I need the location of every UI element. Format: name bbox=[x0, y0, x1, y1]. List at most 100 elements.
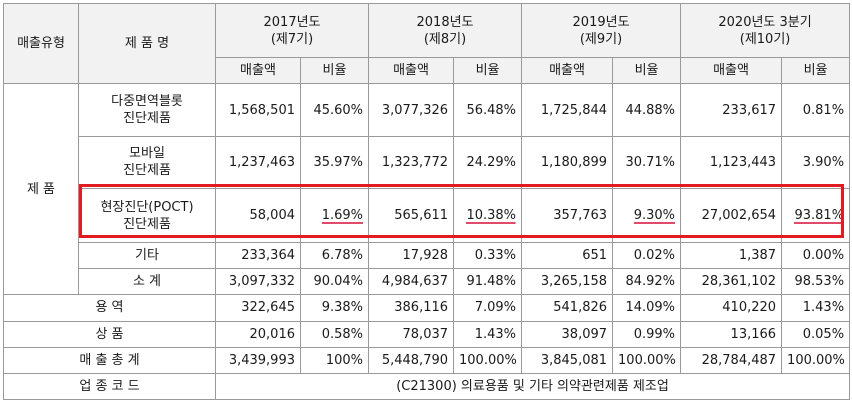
product-name-line: 진단제품 bbox=[123, 163, 171, 179]
ratio-underlined: 1.69% bbox=[321, 208, 364, 226]
product-name: 현장진단(POCT) 진단제품 bbox=[78, 187, 216, 244]
ratio-cell: 0.99% bbox=[612, 320, 682, 348]
sales-cell: 78,037 bbox=[368, 320, 455, 348]
table-row: 모바일 진단제품 1,237,463 35.97% 1,323,772 24.2… bbox=[4, 135, 851, 189]
ratio-cell: 100.00% bbox=[612, 346, 682, 374]
header-sales: 매출액 bbox=[215, 57, 301, 85]
sales-cell: 1,323,772 bbox=[368, 135, 455, 189]
header-year-2017: 2017년도 (제7기) bbox=[214, 2, 370, 59]
product-name: 모바일 진단제품 bbox=[78, 135, 216, 189]
ratio-cell: 0.00% bbox=[781, 242, 851, 270]
sales-cell: 3,097,332 bbox=[215, 268, 301, 296]
year-label: 2018년도 bbox=[416, 14, 474, 30]
ratio-cell: 10.38% bbox=[453, 187, 523, 244]
ratio-cell: 98.53% bbox=[781, 268, 851, 296]
sales-cell: 1,237,463 bbox=[215, 135, 301, 189]
ratio-cell: 0.05% bbox=[781, 320, 851, 348]
subtotal-row: 소 계 3,097,332 90.04% 4,984,637 91.48% 3,… bbox=[4, 268, 851, 296]
sales-cell: 1,180,899 bbox=[521, 135, 614, 189]
ratio-underlined: 10.38% bbox=[466, 208, 517, 226]
ratio-cell: 56.48% bbox=[453, 83, 523, 137]
total-label: 매 출 총 계 bbox=[3, 346, 216, 374]
ratio-cell: 35.97% bbox=[299, 135, 370, 189]
product-name-line: 현장진단(POCT) bbox=[100, 199, 194, 215]
sales-cell: 20,016 bbox=[215, 320, 301, 348]
header-sales: 매출액 bbox=[368, 57, 455, 85]
sales-cell: 3,439,993 bbox=[215, 346, 301, 374]
subtotal-label: 소 계 bbox=[78, 268, 216, 296]
ratio-cell: 3.90% bbox=[781, 135, 851, 189]
ratio-cell: 84.92% bbox=[612, 268, 682, 296]
header-product-name: 제 품 명 bbox=[78, 2, 216, 85]
ratio-cell: 1.43% bbox=[781, 294, 851, 322]
sales-cell: 1,725,844 bbox=[521, 83, 614, 137]
ratio-cell: 100.00% bbox=[453, 346, 523, 374]
sales-cell: 322,645 bbox=[215, 294, 301, 322]
product-name-line: 진단제품 bbox=[123, 216, 171, 232]
ratio-cell: 90.04% bbox=[299, 268, 370, 296]
ratio-cell: 14.09% bbox=[612, 294, 682, 322]
industry-code-value: (C21300) 의료용품 및 기타 의약관련제품 제조업 bbox=[214, 372, 851, 401]
sales-cell: 38,097 bbox=[521, 320, 614, 348]
ratio-cell: 9.30% bbox=[612, 187, 682, 244]
ratio-underlined: 9.30% bbox=[633, 208, 676, 226]
year-label: 2019년도 bbox=[572, 14, 630, 30]
sales-cell: 1,387 bbox=[680, 242, 783, 270]
services-row: 용 역 322,645 9.38% 386,116 7.09% 541,826 … bbox=[3, 294, 851, 322]
table-row: 제 품 다중면역블롯 진단제품 1,568,501 45.60% 3,077,3… bbox=[3, 83, 851, 296]
ratio-underlined: 93.81% bbox=[794, 208, 845, 226]
header-ratio: 비율 bbox=[299, 57, 370, 85]
ratio-cell: 24.29% bbox=[453, 135, 523, 189]
sales-cell: 651 bbox=[521, 242, 614, 270]
total-row: 매 출 총 계 3,439,993 100% 5,448,790 100.00%… bbox=[3, 346, 851, 374]
ratio-cell: 1.43% bbox=[453, 320, 523, 348]
product-group-label: 제 품 bbox=[3, 83, 79, 296]
sales-cell: 1,568,501 bbox=[215, 83, 301, 137]
industry-code-row: 업 종 코 드 (C21300) 의료용품 및 기타 의약관련제품 제조업 bbox=[3, 372, 851, 401]
product-name: 기타 bbox=[78, 242, 216, 270]
ratio-cell: 0.81% bbox=[781, 83, 851, 137]
ratio-cell: 93.81% bbox=[781, 187, 851, 244]
ratio-cell: 9.38% bbox=[299, 294, 370, 322]
sales-cell: 13,166 bbox=[680, 320, 783, 348]
sales-cell: 28,361,102 bbox=[680, 268, 783, 296]
header-year-2020q3: 2020년도 3분기 (제10기) bbox=[680, 2, 851, 59]
header-sales: 매출액 bbox=[521, 57, 614, 85]
product-name-line: 진단제품 bbox=[123, 111, 171, 127]
ratio-cell: 100.00% bbox=[781, 346, 851, 374]
sales-cell: 3,265,158 bbox=[521, 268, 614, 296]
ratio-cell: 91.48% bbox=[453, 268, 523, 296]
goods-label: 상 품 bbox=[3, 320, 216, 348]
year-label: 2020년도 3분기 bbox=[718, 14, 812, 30]
header-year-2019: 2019년도 (제9기) bbox=[521, 2, 682, 59]
sales-by-product-table: 매출유형 제 품 명 2017년도 (제7기) 2018년도 (제8기) 201… bbox=[3, 2, 851, 401]
sales-cell: 233,364 bbox=[215, 242, 301, 270]
ratio-cell: 100% bbox=[299, 346, 370, 374]
header-sales-type: 매출유형 bbox=[3, 2, 79, 85]
term-label: (제8기) bbox=[423, 31, 467, 47]
goods-row: 상 품 20,016 0.58% 78,037 1.43% 38,097 0.9… bbox=[3, 320, 851, 348]
term-label: (제7기) bbox=[270, 31, 314, 47]
header-ratio: 비율 bbox=[781, 57, 851, 85]
sales-cell: 5,448,790 bbox=[368, 346, 455, 374]
sales-cell: 28,784,487 bbox=[680, 346, 783, 374]
table-row: 기타 233,364 6.78% 17,928 0.33% 651 0.02% … bbox=[4, 242, 851, 270]
term-label: (제10기) bbox=[739, 31, 791, 47]
sales-cell: 27,002,654 bbox=[680, 187, 783, 244]
product-name-line: 다중면역블롯 bbox=[111, 94, 183, 110]
services-label: 용 역 bbox=[3, 294, 216, 322]
sales-cell: 357,763 bbox=[521, 187, 614, 244]
ratio-cell: 6.78% bbox=[299, 242, 370, 270]
sales-cell: 58,004 bbox=[215, 187, 301, 244]
sales-cell: 233,617 bbox=[680, 83, 783, 137]
sales-cell: 565,611 bbox=[368, 187, 455, 244]
ratio-cell: 45.60% bbox=[299, 83, 370, 137]
product-name-line: 모바일 bbox=[129, 146, 165, 162]
ratio-cell: 44.88% bbox=[612, 83, 682, 137]
sales-cell: 1,123,443 bbox=[680, 135, 783, 189]
sales-cell: 3,845,081 bbox=[521, 346, 614, 374]
table-row-highlighted: 현장진단(POCT) 진단제품 58,004 1.69% 565,611 10.… bbox=[4, 187, 851, 244]
sales-cell: 4,984,637 bbox=[368, 268, 455, 296]
sales-cell: 17,928 bbox=[368, 242, 455, 270]
header-ratio: 비율 bbox=[612, 57, 682, 85]
